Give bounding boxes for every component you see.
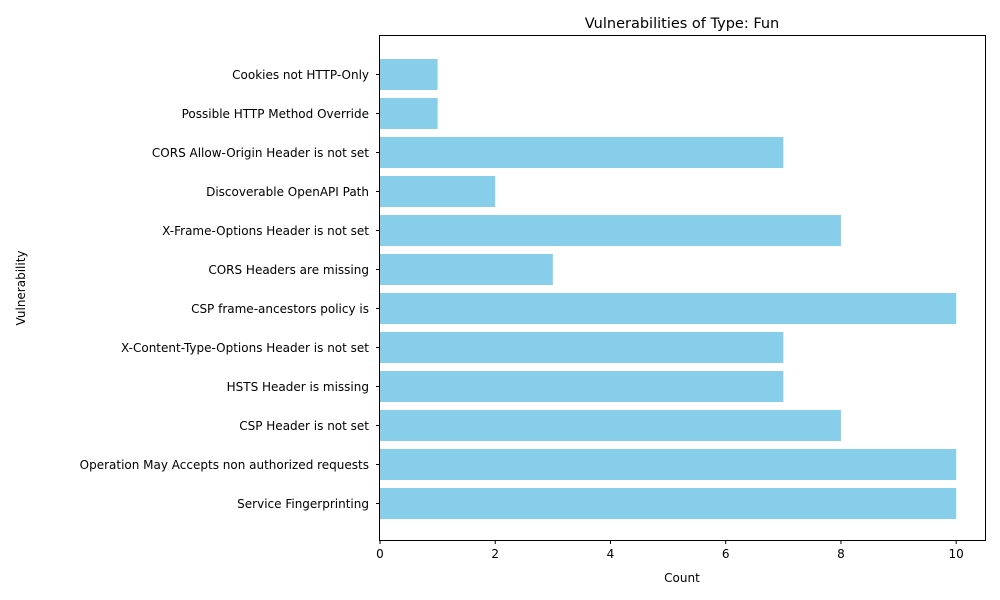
bar <box>380 410 841 441</box>
x-tick-label: 4 <box>607 547 615 561</box>
x-axis-ticks: 0 2 4 6 8 10 <box>376 540 964 561</box>
bar <box>380 371 784 402</box>
y-tick-label: X-Content-Type-Options Header is not set <box>121 341 369 355</box>
plot-frame <box>379 35 986 541</box>
x-tick-label: 8 <box>837 547 845 561</box>
bar <box>380 332 784 363</box>
y-axis-label: Vulnerability <box>14 250 28 325</box>
y-axis-ticks: Cookies not HTTP-Only Possible HTTP Metho… <box>80 68 380 511</box>
bar <box>380 449 957 480</box>
y-tick-label: X-Frame-Options Header is not set <box>162 224 369 238</box>
y-tick-label: CSP Header is not set <box>239 419 369 433</box>
bar <box>380 98 438 129</box>
bar <box>380 254 553 285</box>
x-tick-label: 2 <box>491 547 499 561</box>
y-tick-label: Operation May Accepts non authorized req… <box>80 458 369 472</box>
y-tick-label: Service Fingerprinting <box>237 497 369 511</box>
y-tick-label: CORS Allow-Origin Header is not set <box>152 146 369 160</box>
x-tick-label: 6 <box>722 547 730 561</box>
bar <box>380 488 957 519</box>
x-axis-label: Count <box>664 571 700 585</box>
x-tick-label: 0 <box>376 547 384 561</box>
y-tick-label: HSTS Header is missing <box>227 380 369 394</box>
bar <box>380 215 841 246</box>
bar <box>380 176 496 207</box>
bar <box>380 59 438 90</box>
y-tick-label: Discoverable OpenAPI Path <box>206 185 369 199</box>
bars-group <box>380 59 957 519</box>
y-tick-label: CORS Headers are missing <box>208 263 369 277</box>
y-tick-label: CSP frame-ancestors policy is <box>191 302 369 316</box>
y-tick-label: Cookies not HTTP-Only <box>232 68 369 82</box>
bar <box>380 293 957 324</box>
chart-title: Vulnerabilities of Type: Fun <box>585 16 780 32</box>
y-tick-label: Possible HTTP Method Override <box>182 107 369 121</box>
bar <box>380 137 784 168</box>
x-tick-label: 10 <box>949 547 964 561</box>
